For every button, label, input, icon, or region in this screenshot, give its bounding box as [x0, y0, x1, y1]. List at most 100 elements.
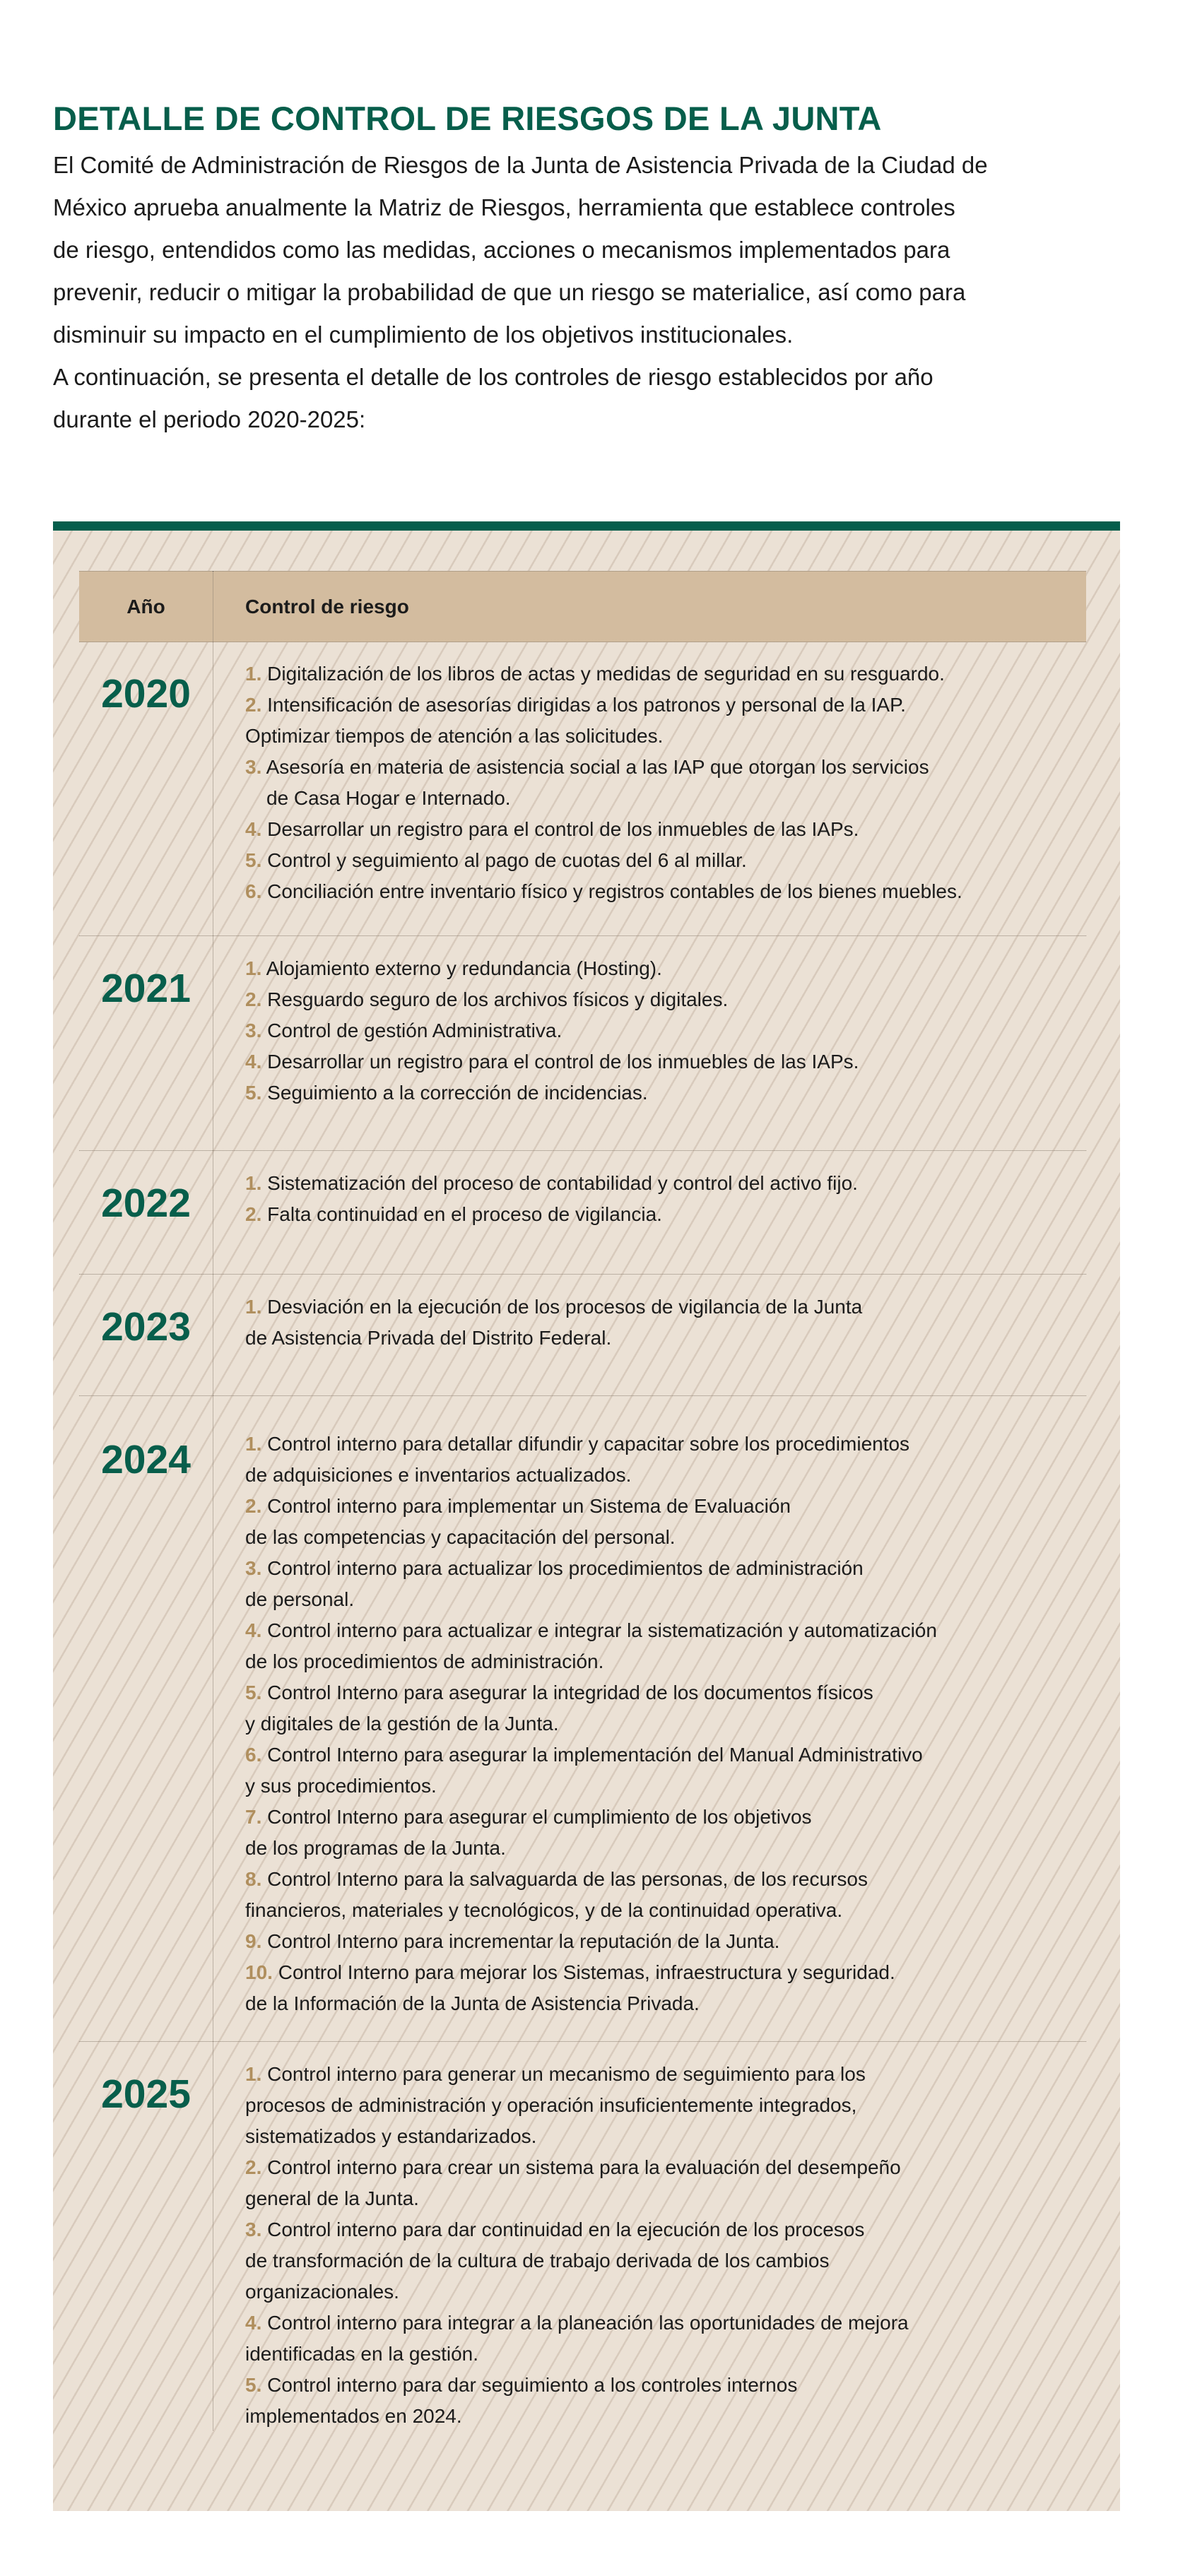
intro-line: durante el periodo 2020-2025: — [53, 406, 366, 432]
control-item-line: 6. Control Interno para asegurar la impl… — [245, 1739, 937, 1771]
control-item-line: 5. Control interno para dar seguimiento … — [245, 2370, 909, 2401]
item-text: de las competencias y capacitación del p… — [245, 1526, 676, 1548]
year-label: 2025 — [101, 2072, 191, 2117]
item-number: 4. — [245, 1619, 262, 1641]
control-item-line: de los programas de la Junta. — [245, 1833, 937, 1864]
item-text: implementados en 2024. — [245, 2405, 462, 2427]
item-text: organizacionales. — [245, 2281, 399, 2303]
control-list: 1. Desviación en la ejecución de los pro… — [245, 1292, 862, 1354]
item-text: de los procedimientos de administración. — [245, 1650, 604, 1672]
item-text: Control Interno para incrementar la repu… — [267, 1930, 780, 1952]
control-item-line: de Asistencia Privada del Distrito Feder… — [245, 1323, 862, 1354]
control-item-line: 5. Control y seguimiento al pago de cuot… — [245, 845, 962, 876]
item-text: de personal. — [245, 1588, 355, 1610]
item-number: 1. — [245, 663, 262, 685]
risk-control-table-panel — [53, 531, 1120, 2511]
header-year: Año — [126, 596, 165, 618]
item-text: Control interno para actualizar e integr… — [267, 1619, 937, 1641]
item-text: y sus procedimientos. — [245, 1775, 437, 1797]
item-text: Conciliación entre inventario físico y r… — [267, 880, 962, 902]
item-text: Control y seguimiento al pago de cuotas … — [267, 849, 747, 871]
item-text: de transformación de la cultura de traba… — [245, 2250, 830, 2271]
control-item-line: de personal. — [245, 1584, 937, 1615]
item-text: Intensificación de asesorías dirigidas a… — [267, 694, 906, 716]
item-text: Control interno para implementar un Sist… — [267, 1495, 791, 1517]
table-row: 2022 1. Sistematización del proceso de co… — [79, 1150, 1086, 1275]
item-number: 1. — [245, 1296, 262, 1318]
item-number: 5. — [245, 1682, 262, 1703]
page-title: DETALLE DE CONTROL DE RIESGOS DE LA JUNT… — [53, 100, 882, 137]
control-item-line: 3. Control interno para dar continuidad … — [245, 2214, 909, 2245]
table-row: 2023 1. Desviación en la ejecución de los… — [79, 1274, 1086, 1396]
control-item-line: de Casa Hogar e Internado. — [245, 783, 962, 814]
control-item-line: de la Información de la Junta de Asisten… — [245, 1988, 937, 2019]
item-text: Control interno para dar seguimiento a l… — [267, 2374, 798, 2396]
year-label: 2022 — [101, 1181, 191, 1226]
control-item-line: 3. Control interno para actualizar los p… — [245, 1553, 937, 1584]
item-number: 1. — [245, 1172, 262, 1194]
intro-line: México aprueba anualmente la Matriz de R… — [53, 194, 955, 220]
item-number: 4. — [245, 1051, 262, 1073]
table-header: Año Control de riesgo — [79, 571, 1086, 642]
control-item-line: 8. Control Interno para la salvaguarda d… — [245, 1864, 937, 1895]
table-row: 2020 1. Digitalización de los libros de a… — [79, 641, 1086, 936]
item-number: 7. — [245, 1806, 262, 1828]
control-item-line: de transformación de la cultura de traba… — [245, 2245, 909, 2276]
control-item-line: implementados en 2024. — [245, 2401, 909, 2432]
item-text: Control interno para generar un mecanism… — [267, 2063, 866, 2085]
item-text: Asesoría en materia de asistencia social… — [266, 756, 929, 778]
item-text: Control interno para integrar a la plane… — [267, 2312, 909, 2334]
control-item-line: general de la Junta. — [245, 2183, 909, 2214]
control-item-line: 6. Conciliación entre inventario físico … — [245, 876, 962, 907]
item-text: Optimizar tiempos de atención a las soli… — [245, 725, 664, 747]
control-item-line: de las competencias y capacitación del p… — [245, 1522, 937, 1553]
control-item-line: 4. Control interno para integrar a la pl… — [245, 2308, 909, 2339]
control-item-line: 4. Desarrollar un registro para el contr… — [245, 1046, 859, 1077]
control-list: 1. Alojamiento externo y redundancia (Ho… — [245, 953, 859, 1109]
control-item-line: 1. Sistematización del proceso de contab… — [245, 1168, 858, 1199]
item-text: Control interno para dar continuidad en … — [267, 2218, 865, 2240]
item-number: 2. — [245, 2156, 262, 2178]
control-list: 1. Control interno para generar un mecan… — [245, 2059, 909, 2432]
control-item-line: 2. Control interno para crear un sistema… — [245, 2152, 909, 2183]
year-label: 2024 — [101, 1437, 191, 1482]
control-item-line: identificadas en la gestión. — [245, 2339, 909, 2370]
item-number: 8. — [245, 1868, 262, 1890]
item-number: 5. — [245, 2374, 262, 2396]
item-text: Control Interno para asegurar el cumplim… — [267, 1806, 812, 1828]
item-number: 2. — [245, 694, 262, 716]
control-item-line: y digitales de la gestión de la Junta. — [245, 1708, 937, 1739]
item-number: 10. — [245, 1961, 273, 1983]
item-text: financieros, materiales y tecnológicos, … — [245, 1899, 843, 1921]
control-item-line: 3. Control de gestión Administrativa. — [245, 1015, 859, 1046]
year-label: 2020 — [101, 671, 191, 716]
item-text: Desviación en la ejecución de los proces… — [267, 1296, 863, 1318]
year-label: 2021 — [101, 966, 191, 1011]
item-text: y digitales de la gestión de la Junta. — [245, 1713, 559, 1735]
intro-line: prevenir, reducir o mitigar la probabili… — [53, 279, 966, 305]
control-item-line: 2. Falta continuidad en el proceso de vi… — [245, 1199, 858, 1230]
item-text: Control interno para detallar difundir y… — [267, 1433, 910, 1455]
header-control: Control de riesgo — [245, 596, 409, 618]
item-number: 5. — [245, 1082, 262, 1104]
item-text: Control Interno para mejorar los Sistema… — [278, 1961, 895, 1983]
year-label: 2023 — [101, 1304, 191, 1349]
item-text: Falta continuidad en el proceso de vigil… — [267, 1203, 662, 1225]
item-text: Control de gestión Administrativa. — [267, 1020, 563, 1041]
control-item-line: 1. Control interno para generar un mecan… — [245, 2059, 909, 2090]
intro-line: El Comité de Administración de Riesgos d… — [53, 152, 988, 178]
control-item-line: 2. Control interno para implementar un S… — [245, 1491, 937, 1522]
intro-line: de riesgo, entendidos como las medidas, … — [53, 237, 950, 263]
control-item-line: financieros, materiales y tecnológicos, … — [245, 1895, 937, 1926]
item-number: 3. — [245, 1020, 262, 1041]
item-text: Alojamiento externo y redundancia (Hosti… — [266, 957, 662, 979]
item-number: 1. — [245, 2063, 262, 2085]
control-item-line: 4. Desarrollar un registro para el contr… — [245, 814, 962, 845]
item-text: de Asistencia Privada del Distrito Feder… — [245, 1327, 612, 1349]
control-item-line: 1. Digitalización de los libros de actas… — [245, 658, 962, 690]
item-text: procesos de administración y operación i… — [245, 2094, 857, 2116]
control-item-line: Optimizar tiempos de atención a las soli… — [245, 721, 962, 752]
item-number: 3. — [245, 1557, 262, 1579]
control-list: 1. Control interno para detallar difundi… — [245, 1429, 937, 2019]
control-item-line: procesos de administración y operación i… — [245, 2090, 909, 2121]
